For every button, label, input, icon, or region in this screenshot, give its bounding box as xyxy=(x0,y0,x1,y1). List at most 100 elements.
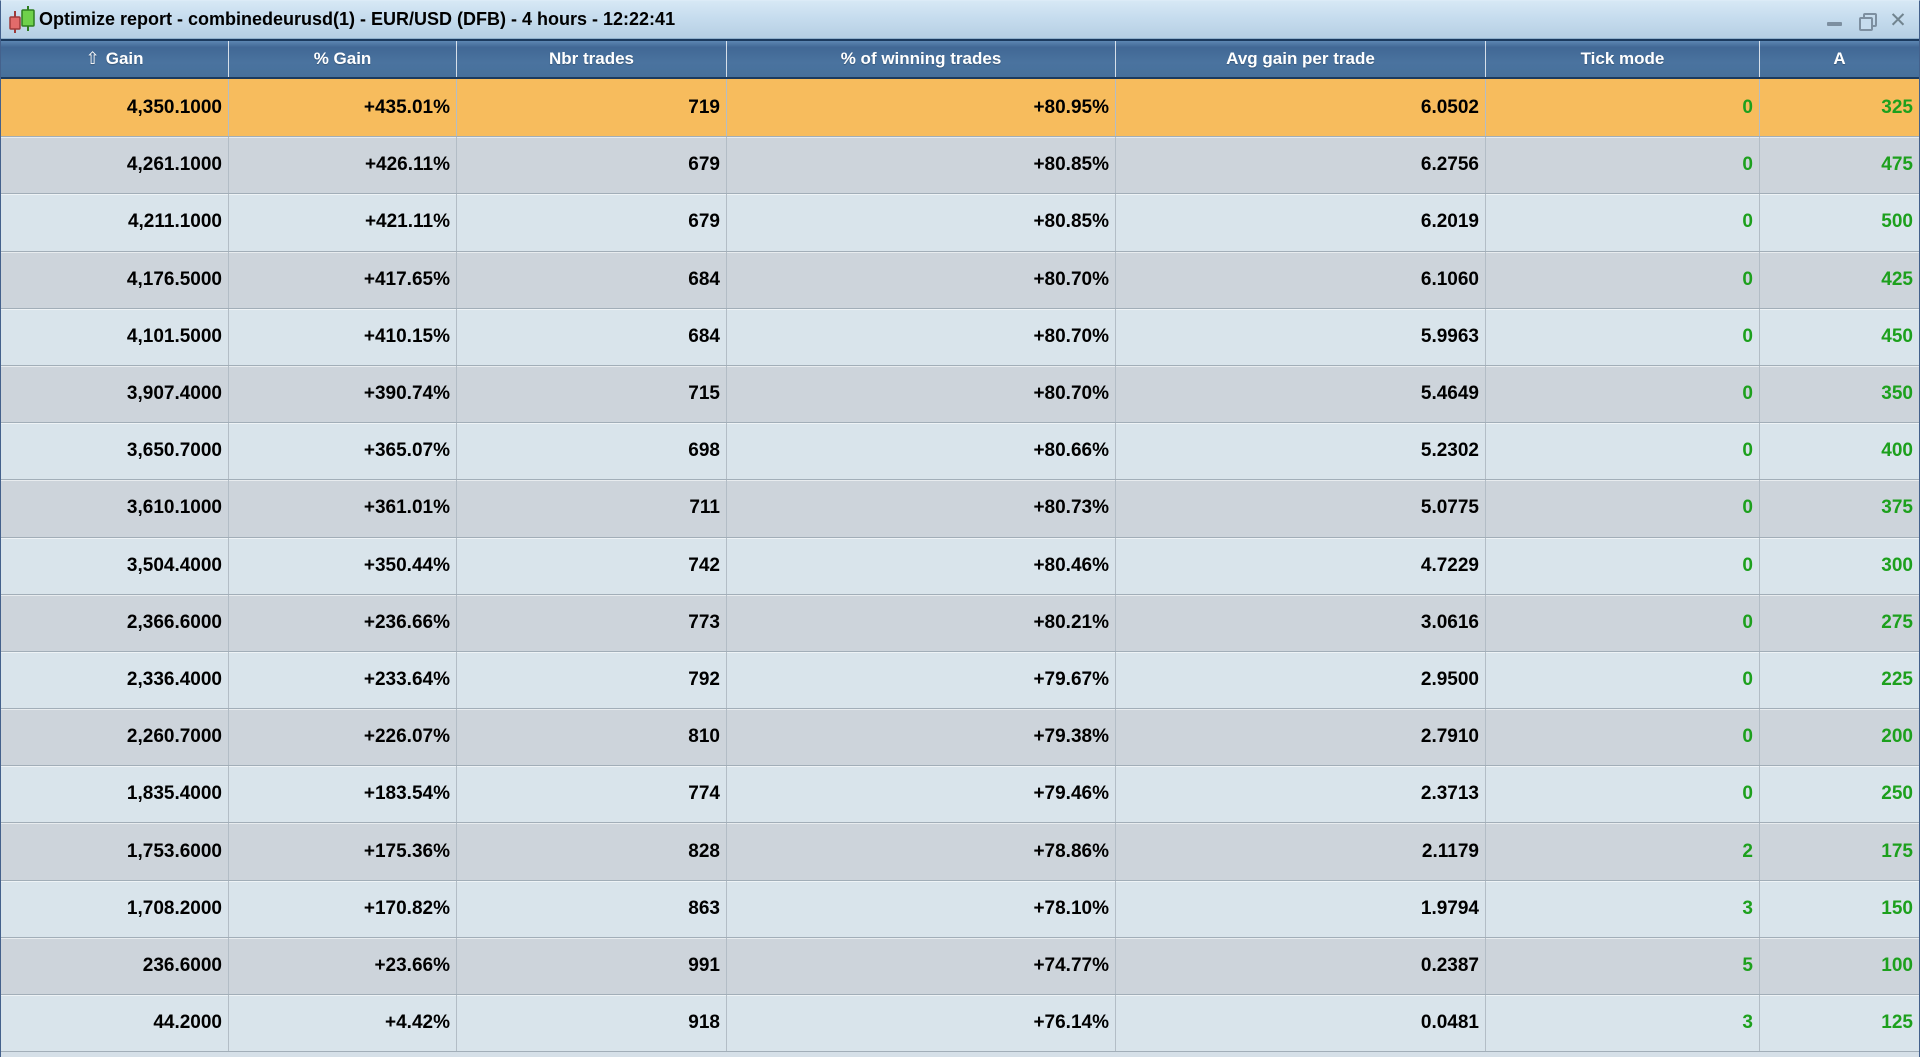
gain-cell: 4,176.5000 xyxy=(1,251,229,308)
optimization-results-table: ⇧ Gain % Gain Nbr trades % of winning tr… xyxy=(1,39,1919,1057)
a-cell: 375 xyxy=(1881,497,1913,519)
pct-winning-trades-cell: +80.70% xyxy=(727,365,1116,423)
gain-cell: 2,366.6000 xyxy=(1,594,229,651)
minimize-button[interactable] xyxy=(1823,9,1845,31)
column-header-label: % of winning trades xyxy=(840,49,1002,68)
tick-mode-cell: 0 xyxy=(1486,79,1760,137)
table-row[interactable]: 2,260.7000 +226.07% 810 +79.38% 2.7910 0… xyxy=(1,708,1919,766)
table-row[interactable]: 1,835.4000 +183.54% 774 +79.46% 2.3713 0… xyxy=(1,765,1919,823)
pct-gain-cell: +365.07% xyxy=(229,423,457,480)
nbr-trades-cell: 715 xyxy=(457,365,727,423)
close-button[interactable]: ✕ xyxy=(1887,9,1909,31)
column-header-pct-gain[interactable]: % Gain xyxy=(229,41,457,77)
gain-cell: 2,260.7000 xyxy=(1,709,229,766)
pct-gain-cell: +233.64% xyxy=(229,651,457,709)
titlebar[interactable]: Optimize report - combinedeurusd(1) - EU… xyxy=(1,1,1919,39)
gain-cell: 44.2000 xyxy=(1,995,229,1052)
nbr-trades-cell: 719 xyxy=(457,79,727,137)
a-cell: 350 xyxy=(1881,383,1913,405)
pct-gain-cell: +435.01% xyxy=(229,79,457,137)
pct-gain-cell: +4.42% xyxy=(229,995,457,1052)
candlestick-chart-icon xyxy=(7,5,37,35)
avg-gain-per-trade-cell: 0.2387 xyxy=(1116,937,1486,994)
avg-gain-per-trade-cell: 6.2756 xyxy=(1116,137,1486,194)
a-cell: 175 xyxy=(1881,840,1913,862)
tick-mode-cell: 3 xyxy=(1486,880,1760,937)
nbr-trades-cell: 918 xyxy=(457,995,727,1052)
a-cell: 275 xyxy=(1881,611,1913,633)
table-row[interactable]: 4,261.1000 +426.11% 679 +80.85% 6.2756 0… xyxy=(1,136,1919,194)
gain-cell: 1,835.4000 xyxy=(1,766,229,823)
tick-mode-cell: 0 xyxy=(1486,423,1760,480)
pct-winning-trades-cell: +78.86% xyxy=(727,823,1116,880)
column-header-nbr-trades[interactable]: Nbr trades xyxy=(457,41,727,77)
nbr-trades-cell: 774 xyxy=(457,766,727,823)
avg-gain-per-trade-cell: 6.1060 xyxy=(1116,251,1486,308)
restore-button[interactable] xyxy=(1855,9,1877,31)
table-row[interactable]: 44.2000 +4.42% 918 +76.14% 0.0481 3 125 xyxy=(1,994,1919,1052)
gain-cell: 3,650.7000 xyxy=(1,423,229,480)
avg-gain-per-trade-cell: 6.2019 xyxy=(1116,194,1486,251)
table-row[interactable]: 3,504.4000 +350.44% 742 +80.46% 4.7229 0… xyxy=(1,536,1919,594)
a-cell: 125 xyxy=(1881,1012,1913,1034)
column-header-pct-winning-trades[interactable]: % of winning trades xyxy=(727,41,1116,77)
pct-winning-trades-cell: +78.10% xyxy=(727,880,1116,937)
table-row[interactable]: 1,708.2000 +170.82% 863 +78.10% 1.9794 3… xyxy=(1,879,1919,937)
pct-winning-trades-cell: +76.14% xyxy=(727,995,1116,1052)
tick-mode-cell: 0 xyxy=(1486,251,1760,308)
pct-gain-cell: +236.66% xyxy=(229,594,457,651)
nbr-trades-cell: 792 xyxy=(457,651,727,709)
table-row[interactable]: 4,176.5000 +417.65% 684 +80.70% 6.1060 0… xyxy=(1,250,1919,308)
table-header-row: ⇧ Gain % Gain Nbr trades % of winning tr… xyxy=(1,39,1919,79)
restore-icon xyxy=(1858,12,1877,31)
a-cell: 100 xyxy=(1881,954,1913,976)
gain-cell: 3,907.4000 xyxy=(1,365,229,423)
pct-gain-cell: +421.11% xyxy=(229,194,457,251)
close-icon: ✕ xyxy=(1889,8,1907,32)
gain-cell: 3,610.1000 xyxy=(1,480,229,537)
column-header-a[interactable]: A xyxy=(1760,41,1919,77)
table-row[interactable]: 3,650.7000 +365.07% 698 +80.66% 5.2302 0… xyxy=(1,422,1919,480)
tick-mode-cell: 0 xyxy=(1486,766,1760,823)
tick-mode-cell: 3 xyxy=(1486,995,1760,1052)
tick-mode-cell: 0 xyxy=(1486,594,1760,651)
nbr-trades-cell: 810 xyxy=(457,709,727,766)
avg-gain-per-trade-cell: 2.3713 xyxy=(1116,766,1486,823)
gain-cell: 4,101.5000 xyxy=(1,308,229,365)
table-row[interactable]: 1,753.6000 +175.36% 828 +78.86% 2.1179 2… xyxy=(1,822,1919,880)
pct-winning-trades-cell: +80.73% xyxy=(727,480,1116,537)
tick-mode-cell: 0 xyxy=(1486,709,1760,766)
column-header-avg-gain-per-trade[interactable]: Avg gain per trade xyxy=(1116,41,1486,77)
table-row[interactable]: 4,101.5000 +410.15% 684 +80.70% 5.9963 0… xyxy=(1,307,1919,365)
table-row[interactable]: 2,366.6000 +236.66% 773 +80.21% 3.0616 0… xyxy=(1,593,1919,651)
a-cell: 400 xyxy=(1881,440,1913,462)
avg-gain-per-trade-cell: 5.4649 xyxy=(1116,365,1486,423)
avg-gain-per-trade-cell: 5.9963 xyxy=(1116,308,1486,365)
avg-gain-per-trade-cell: 0.0481 xyxy=(1116,995,1486,1052)
gain-cell: 4,211.1000 xyxy=(1,194,229,251)
column-header-label: A xyxy=(1833,49,1846,68)
gain-cell: 3,504.4000 xyxy=(1,537,229,594)
nbr-trades-cell: 991 xyxy=(457,937,727,994)
column-header-tick-mode[interactable]: Tick mode xyxy=(1486,41,1760,77)
column-header-gain[interactable]: ⇧ Gain xyxy=(1,41,229,77)
avg-gain-per-trade-cell: 4.7229 xyxy=(1116,537,1486,594)
table-row[interactable]: 3,907.4000 +390.74% 715 +80.70% 5.4649 0… xyxy=(1,364,1919,423)
pct-winning-trades-cell: +80.70% xyxy=(727,251,1116,308)
gain-cell: 236.6000 xyxy=(1,937,229,994)
table-row[interactable]: 2,336.4000 +233.64% 792 +79.67% 2.9500 0… xyxy=(1,650,1919,709)
avg-gain-per-trade-cell: 1.9794 xyxy=(1116,880,1486,937)
table-row[interactable]: 236.6000 +23.66% 991 +74.77% 0.2387 5 10… xyxy=(1,936,1919,994)
a-cell: 300 xyxy=(1881,554,1913,576)
table-row[interactable]: 4,350.1000 +435.01% 719 +80.95% 6.0502 0… xyxy=(1,79,1919,137)
a-cell: 325 xyxy=(1881,96,1913,118)
table-row[interactable]: 3,610.1000 +361.01% 711 +80.73% 5.0775 0… xyxy=(1,479,1919,537)
a-cell: 150 xyxy=(1881,897,1913,919)
pct-gain-cell: +350.44% xyxy=(229,537,457,594)
tick-mode-cell: 0 xyxy=(1486,194,1760,251)
nbr-trades-cell: 773 xyxy=(457,594,727,651)
nbr-trades-cell: 742 xyxy=(457,537,727,594)
avg-gain-per-trade-cell: 2.9500 xyxy=(1116,651,1486,709)
table-row[interactable]: 4,211.1000 +421.11% 679 +80.85% 6.2019 0… xyxy=(1,193,1919,251)
